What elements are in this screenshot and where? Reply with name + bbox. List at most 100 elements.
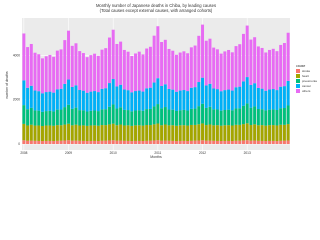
bar-segment <box>81 90 85 111</box>
bar-segment <box>215 89 219 110</box>
bar-segment <box>189 47 193 88</box>
bar-segment <box>286 32 290 81</box>
bar-segment <box>193 87 197 109</box>
bar-segment <box>134 125 138 141</box>
bar-segment <box>279 140 283 145</box>
bar-segment <box>163 107 167 125</box>
bar-segment <box>197 82 201 107</box>
bar-segment <box>197 140 201 145</box>
bar-segment <box>119 107 123 125</box>
bar-segment <box>104 140 108 145</box>
bar-segment <box>189 140 193 145</box>
bar-segment <box>241 140 245 145</box>
bar-segment <box>96 92 100 112</box>
bar-segment <box>160 85 164 109</box>
bar-segment <box>253 37 257 84</box>
bar-segment <box>223 51 227 91</box>
chart: Monthly number of Japanese deaths in Chi… <box>5 3 317 159</box>
bar-segment <box>29 140 33 145</box>
bar-segment <box>148 87 152 109</box>
bar-segment <box>115 43 119 87</box>
bar-segment <box>167 109 171 126</box>
legend-label: others <box>302 89 311 93</box>
bar-segment <box>249 84 253 108</box>
bar-segment <box>201 103 205 124</box>
bar-segment <box>160 125 164 141</box>
bar-segment <box>268 49 272 90</box>
bar-segment <box>275 141 279 145</box>
bar-segment <box>271 89 275 110</box>
bar-segment <box>148 125 152 141</box>
bar-segment <box>48 125 52 141</box>
bar-segment <box>104 109 108 126</box>
bar-segment <box>171 50 175 90</box>
bar-segment <box>52 92 56 112</box>
bar-segment <box>122 109 126 126</box>
bar-segment <box>78 125 82 141</box>
bar-segment <box>134 91 138 111</box>
bar-segment <box>156 140 160 145</box>
bar-segment <box>119 140 123 145</box>
bar-segment <box>22 123 26 141</box>
bar-segment <box>145 48 149 89</box>
bar-segment <box>107 83 111 107</box>
bar-segment <box>119 41 123 85</box>
bar-segment <box>111 79 115 105</box>
bar-segment <box>100 49 104 89</box>
bar-segment <box>286 105 290 125</box>
bar-segment <box>26 125 30 141</box>
bar-segment <box>119 124 123 141</box>
bar-segment <box>26 109 30 126</box>
bar-segment <box>141 91 145 111</box>
bar-segment <box>223 90 227 111</box>
bar-segment <box>40 93 44 112</box>
x-tick-label: 2013 <box>244 151 251 155</box>
bar-segment <box>104 88 108 110</box>
bar-segment <box>212 140 216 145</box>
bar-segment <box>204 40 208 86</box>
bar-segment <box>122 140 126 145</box>
bar-segment <box>268 140 272 145</box>
bar-segment <box>107 140 111 145</box>
bar-segment <box>33 125 37 141</box>
bar-segment <box>74 85 78 108</box>
bar-segment <box>245 103 249 124</box>
bar-segment <box>230 141 234 145</box>
bar-segment <box>208 38 212 84</box>
bar-segment <box>130 125 134 142</box>
bar-segment <box>130 56 134 93</box>
bar-segment <box>260 109 264 126</box>
bar-segment <box>227 140 231 145</box>
bar-segment <box>29 43 33 86</box>
bar-segment <box>26 87 30 110</box>
bar-segment <box>26 47 30 88</box>
bar-segment <box>212 125 216 141</box>
bar-segment <box>40 111 44 127</box>
legend-label: cancer <box>302 84 311 88</box>
bar-segment <box>148 140 152 145</box>
bar-segment <box>178 52 182 91</box>
bar-segment <box>156 26 160 79</box>
bar-segment <box>107 106 111 125</box>
bar-segment <box>193 108 197 125</box>
bar-segment <box>55 140 59 145</box>
bar-segment <box>275 90 279 110</box>
bar-segment <box>44 125 48 141</box>
bar-segment <box>67 30 71 80</box>
bar-segment <box>260 140 264 145</box>
bar-segment <box>208 83 212 107</box>
bar-segment <box>253 140 257 145</box>
bar-segment <box>67 79 71 105</box>
bar-segment <box>223 125 227 141</box>
legend-swatch <box>296 84 300 88</box>
bar-segment <box>174 125 178 142</box>
bar-segment <box>44 56 48 93</box>
bar-segment <box>70 86 74 109</box>
bar-segment <box>234 124 238 141</box>
bar-segment <box>208 140 212 145</box>
legend-swatch <box>296 69 300 73</box>
bar-segment <box>186 53 190 92</box>
bar-segment <box>204 140 208 145</box>
bar-segment <box>85 141 89 145</box>
bar-segment <box>63 83 67 108</box>
